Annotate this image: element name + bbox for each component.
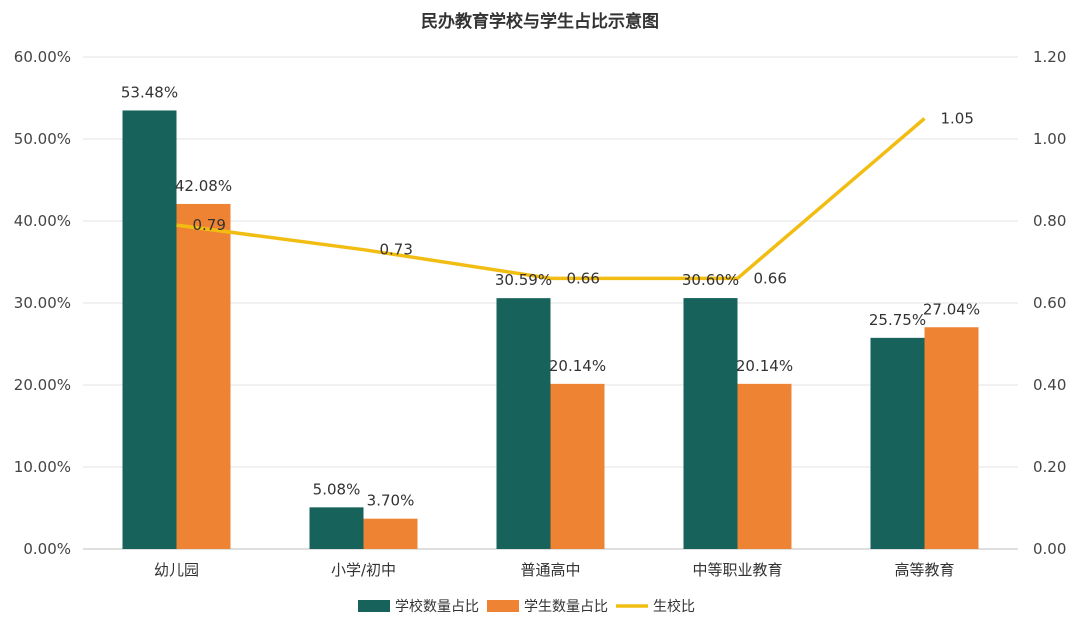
bar-data-label: 5.08% — [313, 480, 361, 498]
right-tick-label: 1.20 — [1033, 48, 1066, 66]
right-tick-label: 0.60 — [1033, 294, 1066, 312]
data-labels: 53.48% 5.08% 30.59% 30.60% 25.75% 42.08% 3.70%… — [121, 83, 980, 509]
bar-school — [870, 337, 925, 549]
line-data-label: 0.66 — [754, 269, 787, 287]
category-label: 高等教育 — [894, 561, 954, 579]
bar-data-label: 42.08% — [175, 177, 232, 195]
bar-data-label: 20.14% — [736, 357, 793, 375]
bar-data-label: 20.14% — [549, 357, 606, 375]
bar-student — [176, 203, 231, 549]
category-label: 小学/初中 — [331, 561, 396, 579]
legend: 学校数量占比 学生数量占比 生校比 — [358, 598, 695, 615]
right-tick-label: 0.00 — [1033, 540, 1066, 558]
bar-data-label: 3.70% — [367, 492, 415, 510]
bar-student — [737, 383, 792, 549]
category-label: 幼儿园 — [154, 561, 199, 579]
bar-school — [683, 298, 738, 549]
bar-data-label: 27.04% — [923, 300, 980, 318]
bar-data-label: 30.60% — [682, 271, 739, 289]
line-data-label: 0.66 — [567, 269, 600, 287]
left-tick-label: 30.00% — [14, 294, 71, 312]
legend-swatch — [487, 600, 519, 612]
category-label: 普通高中 — [520, 561, 580, 579]
legend-label: 生校比 — [653, 598, 695, 615]
legend-label: 学校数量占比 — [395, 598, 479, 615]
ratio-line-path — [176, 117, 926, 281]
left-tick-label: 50.00% — [14, 130, 71, 148]
left-tick-label: 20.00% — [14, 376, 71, 394]
bar-student — [924, 327, 979, 549]
left-tick-label: 0.00% — [23, 540, 71, 558]
line-data-label: 1.05 — [941, 110, 974, 128]
right-tick-label: 0.20 — [1033, 458, 1066, 476]
category-labels: 幼儿园 小学/初中 普通高中 中等职业教育 高等教育 — [154, 561, 955, 579]
left-axis-ticks: 0.00% 10.00% 20.00% 30.00% 40.00% 50.00% 60.00… — [14, 48, 71, 558]
left-tick-label: 60.00% — [14, 48, 71, 66]
right-axis-ticks: 0.00 0.20 0.40 0.60 0.80 1.00 1.20 — [1033, 48, 1066, 558]
bar-student — [550, 383, 605, 549]
ratio-line — [176, 117, 926, 281]
category-label: 中等职业教育 — [692, 561, 782, 579]
bar-data-label: 30.59% — [495, 271, 552, 289]
bars — [122, 110, 979, 550]
right-tick-label: 0.80 — [1033, 212, 1066, 230]
legend-label: 学生数量占比 — [524, 599, 608, 615]
line-data-label: 0.79 — [193, 216, 226, 234]
bar-school — [496, 298, 551, 549]
chart-title: 民办教育学校与学生占比示意图 — [421, 11, 659, 32]
bar-school — [309, 507, 364, 549]
bar-data-label: 53.48% — [121, 83, 178, 101]
right-tick-label: 1.00 — [1033, 130, 1066, 148]
legend-swatch — [358, 600, 390, 612]
line-data-label: 0.73 — [380, 241, 413, 259]
bar-school — [122, 110, 177, 550]
left-tick-label: 40.00% — [14, 212, 71, 230]
right-tick-label: 0.40 — [1033, 376, 1066, 394]
bar-data-label: 25.75% — [869, 311, 926, 329]
left-tick-label: 10.00% — [14, 458, 71, 476]
bar-student — [363, 518, 418, 549]
